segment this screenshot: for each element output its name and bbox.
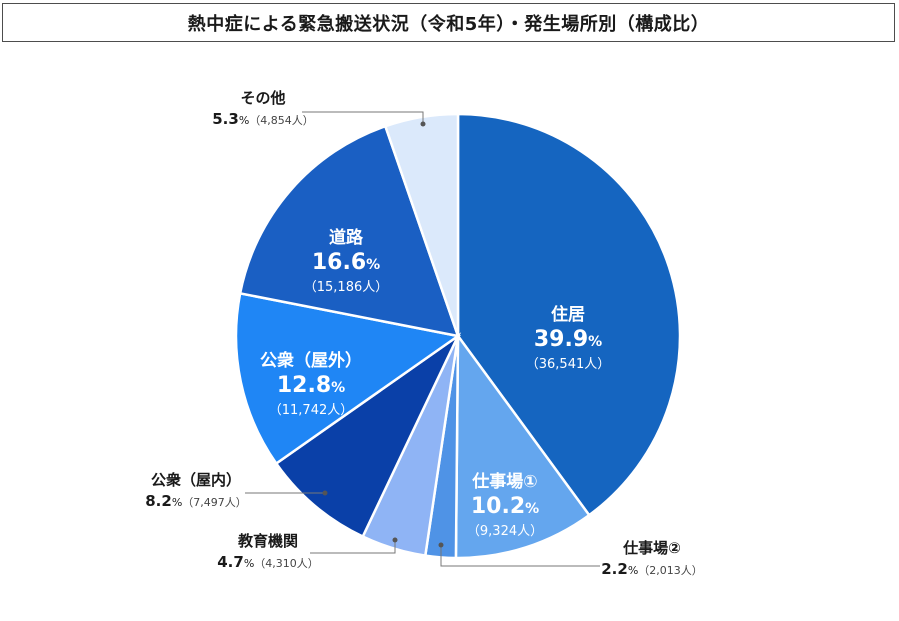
pie-slice-7: [383, 112, 460, 337]
leader-line-2: [440, 545, 600, 567]
slice-label-3: 教育機関 4.7%（4,310人）: [217, 532, 319, 571]
leader-dot-2: [438, 542, 444, 548]
slice-label-0: 住居 39.9%（36,541人）: [526, 304, 611, 372]
slice-label-2: 仕事場② 2.2%（2,013人）: [601, 539, 703, 578]
slice-label-1: 仕事場① 10.2%（9,324人）: [467, 471, 543, 539]
slice-label-7: その他 5.3%（4,854人）: [212, 89, 314, 128]
slice-label-6: 道路 16.6%（15,186人）: [304, 227, 389, 295]
leader-dot-7: [420, 121, 426, 127]
slice-label-4: 公衆（屋内） 8.2%（7,497人）: [145, 471, 247, 510]
pie-slice-4: [274, 332, 462, 539]
leader-dot-3: [392, 537, 398, 543]
pie-slice-5: [234, 291, 462, 466]
pie-slice-6: [238, 124, 460, 338]
pie-slice-1: [454, 332, 591, 560]
leader-line-3: [310, 540, 396, 554]
leader-line-7: [302, 111, 424, 124]
slice-label-5: 公衆（屋外） 12.8%（11,742人）: [260, 350, 362, 418]
leader-dot-4: [322, 490, 328, 496]
pie-slice-0: [456, 112, 682, 517]
chart-title: 熱中症による緊急搬送状況（令和5年）・発生場所別（構成比）: [2, 3, 895, 42]
